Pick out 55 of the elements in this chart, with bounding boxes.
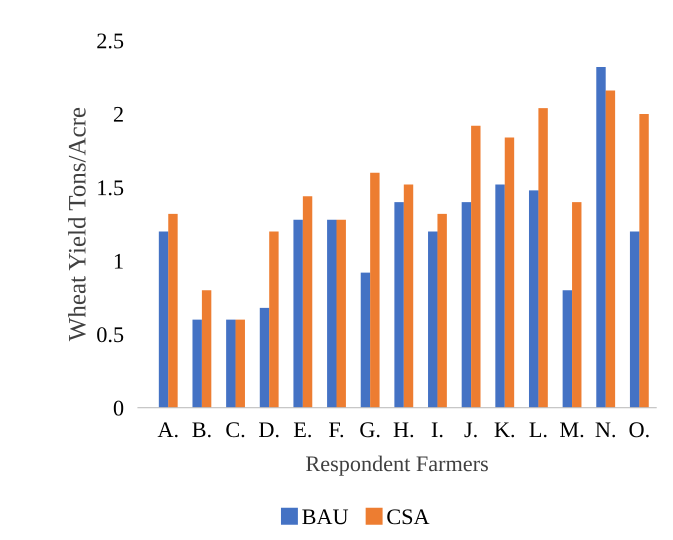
- bar: [437, 214, 447, 408]
- bar: [606, 90, 616, 408]
- x-tick-label: C.: [226, 422, 244, 438]
- bar: [168, 214, 178, 408]
- bar: [236, 320, 245, 408]
- x-tick-label: G.: [360, 422, 380, 438]
- legend-label: BAU: [302, 509, 348, 524]
- x-tick-label: H.: [394, 422, 414, 438]
- bar: [192, 320, 202, 408]
- y-tick-label: 2.5: [97, 33, 124, 49]
- x-tick-label: I.: [432, 422, 442, 438]
- bar: [158, 231, 168, 408]
- y-tick-label: 1: [114, 254, 123, 269]
- y-tick-label: 0.5: [97, 327, 124, 342]
- x-axis-title: Respondent Farmers: [306, 456, 488, 476]
- bar: [370, 172, 380, 408]
- bar: [495, 184, 505, 408]
- bar: [596, 66, 606, 408]
- y-axis-title: Wheat Yield Tons/Acre: [68, 108, 86, 342]
- x-tick-label: M.: [560, 422, 584, 438]
- bar: [360, 272, 370, 408]
- x-tick-label: A.: [158, 422, 178, 438]
- bar: [336, 220, 346, 408]
- bar: [428, 231, 438, 408]
- bar: [630, 231, 640, 408]
- x-tick-label: D.: [259, 422, 279, 438]
- y-tick-label: 2: [114, 106, 123, 122]
- x-tick-label: J.: [464, 422, 477, 438]
- bar: [504, 137, 514, 408]
- x-tick-label: L.: [529, 422, 546, 438]
- bar: [404, 184, 414, 408]
- x-tick-label: N.: [596, 422, 616, 438]
- bar: [572, 202, 582, 408]
- y-tick-label: 0: [114, 400, 124, 416]
- bar: [202, 290, 212, 408]
- bar: [260, 308, 270, 408]
- legend-label: CSA: [387, 509, 430, 524]
- bar: [639, 114, 649, 408]
- bar: [528, 190, 538, 408]
- y-tick-label: 1.5: [98, 180, 124, 196]
- bar: [302, 196, 312, 408]
- bar: [538, 108, 548, 408]
- bar: [471, 126, 481, 408]
- bar: [562, 290, 572, 408]
- x-tick-label: K.: [494, 422, 514, 438]
- bar: [293, 220, 303, 408]
- x-tick-label: E.: [294, 422, 311, 438]
- bar: [269, 231, 279, 408]
- bar: [394, 202, 404, 408]
- x-tick-label: O.: [629, 422, 649, 438]
- bar: [226, 320, 236, 408]
- bar: [327, 220, 336, 408]
- x-tick-label: F.: [329, 422, 344, 438]
- x-tick-label: B.: [192, 422, 211, 438]
- bar: [462, 202, 472, 408]
